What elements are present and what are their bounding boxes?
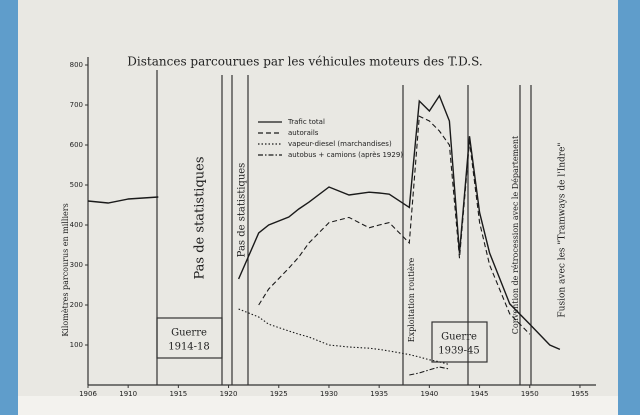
legend-label: autobus + camions (après 1929) — [288, 151, 403, 159]
y-tick-label: 200 — [70, 301, 83, 309]
x-tick-label: 1945 — [471, 390, 489, 398]
annotation: 1939-45 — [438, 346, 480, 357]
page — [18, 0, 618, 415]
page-edge — [18, 396, 618, 415]
series-line — [87, 94, 561, 351]
y-tick-label: 300 — [70, 261, 83, 269]
annotation: Exploitation routière — [407, 257, 416, 342]
legend: Trafic total autorails vapeur-diesel (marc… — [258, 118, 403, 159]
annotation: Convention de rétrocession avec le Dépar… — [511, 135, 520, 334]
y-tick-label: 100 — [70, 341, 83, 349]
separators — [156, 70, 532, 385]
x-tick-label: 1906 — [79, 390, 97, 398]
annotation: Fusion avec les "Tramways de l'Indre" — [558, 142, 568, 317]
series-line — [258, 115, 531, 335]
y-tick-label: 800 — [70, 61, 83, 69]
x-tick-label: 1910 — [119, 390, 137, 398]
y-tick-label: 500 — [70, 181, 83, 189]
annotation: Pas de statistiques — [237, 163, 248, 258]
x-tick-label: 1925 — [270, 390, 288, 398]
chart-title: Distances parcourues par les véhicules m… — [127, 55, 482, 69]
y-tick-label: 400 — [70, 221, 83, 229]
x-tick-label: 1955 — [571, 390, 589, 398]
x-tick-label: 1935 — [370, 390, 388, 398]
annotation: Pas de statistiques — [193, 156, 208, 279]
legend-label: autorails — [288, 129, 319, 137]
y-tick-label: 700 — [70, 101, 83, 109]
y-axis-label: Kilomètres parcourus en milliers — [61, 203, 70, 336]
x-tick-label: 1915 — [169, 390, 187, 398]
annotation: Guerre — [441, 332, 477, 343]
y-tick-label: 600 — [70, 141, 83, 149]
x-tick-label: 1950 — [521, 390, 539, 398]
x-tick-label: 1920 — [220, 390, 238, 398]
x-tick-label: 1930 — [320, 390, 338, 398]
legend-label: Trafic total — [287, 118, 325, 126]
annotation: 1914-18 — [168, 342, 210, 353]
annotation: Guerre — [171, 328, 207, 339]
legend-label: vapeur-diesel (marchandises) — [288, 140, 392, 148]
x-tick-label: 1940 — [420, 390, 438, 398]
series-line — [409, 366, 450, 376]
